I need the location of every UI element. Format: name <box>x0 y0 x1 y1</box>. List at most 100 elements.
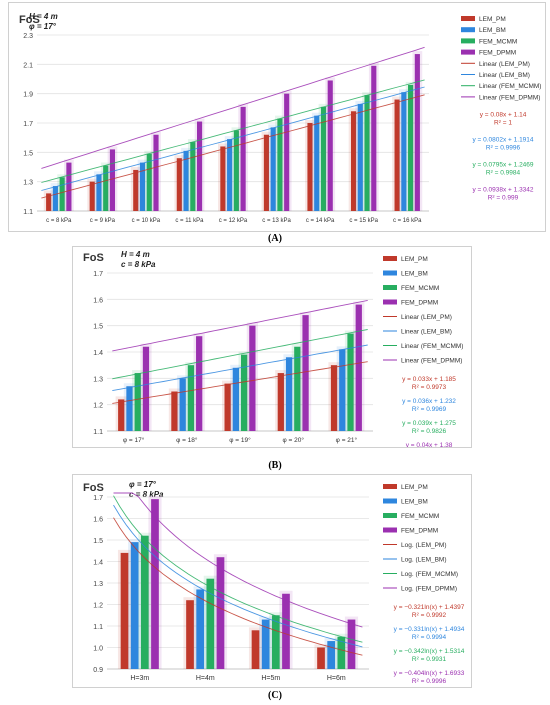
bar-fem-mcmm <box>320 106 327 211</box>
bar-lem-pm <box>89 181 95 211</box>
x-tick-label: c = 10 kPa <box>132 218 161 224</box>
bar-fem-dpmm <box>302 315 309 431</box>
bar-fem-mcmm <box>240 354 248 431</box>
bar-lem-pm <box>186 600 194 669</box>
trend-equation: y = 0.039x + 1.275 <box>402 420 456 427</box>
y-tick-label: 1.5 <box>23 150 33 157</box>
x-tick-label: c = 13 kPa <box>262 218 291 224</box>
x-tick-label: c = 11 kPa <box>175 218 204 224</box>
bar-lem-pm <box>263 134 269 211</box>
bar-lem-pm <box>171 391 178 431</box>
trend-r2: R² = 0.9973 <box>412 384 447 391</box>
bar-fem-dpmm <box>142 346 150 431</box>
bar-lem-bm <box>327 641 336 669</box>
y-tick-label: 1.6 <box>93 517 103 524</box>
chart-b-svg: FoS H = 4 mc = 8 kPa 1.1 1.2 1.3 1.4 1.5 1.6 1.7… <box>83 250 463 457</box>
legend-trend-label: Linear (FEM_MCMM) <box>479 83 541 90</box>
y-tick-label: 1.5 <box>93 538 103 545</box>
bar-lem-pm <box>394 99 400 211</box>
bar-lem-pm <box>46 193 52 211</box>
trendline <box>41 86 425 191</box>
trend-r2: R² = 0.9931 <box>412 656 447 663</box>
bar-fem-mcmm <box>187 365 195 431</box>
y-tick-label: 1.1 <box>23 209 33 216</box>
bar-lem-pm <box>251 630 260 669</box>
legend-trend-label: Log. (FEM_MCMM) <box>401 571 458 578</box>
x-tick-label: φ = 17° <box>123 436 145 444</box>
y-tick-label: 1.5 <box>93 324 103 331</box>
trendline <box>41 79 425 183</box>
bar-fem-mcmm <box>134 373 141 431</box>
bar-fem-mcmm <box>364 95 370 211</box>
bar-fem-mcmm <box>337 636 346 669</box>
trend-equation: y = 0.036x + 1.232 <box>402 398 456 405</box>
bar-fem-dpmm <box>151 499 159 669</box>
chart-c-svg: FoS φ = 17°c = 8 kPa 0.9 1.0 1.1 1.2 1.3 1.4 1.5… <box>83 480 465 685</box>
x-tick-label: φ = 18° <box>176 436 198 444</box>
legend-label: LEM_BM <box>401 271 428 278</box>
y-tick-label: 1.7 <box>93 271 103 278</box>
caption-c: (C) <box>268 690 282 701</box>
bar-fem-mcmm <box>271 615 280 669</box>
bar-lem-pm <box>317 647 325 669</box>
y-tick-label: 1.0 <box>93 646 103 653</box>
x-tick-label: H=3m <box>130 675 149 682</box>
legend-swatch <box>383 299 397 305</box>
x-tick-label: H=4m <box>196 675 215 682</box>
y-tick-label: 0.9 <box>93 667 103 674</box>
bar-lem-bm <box>227 139 233 211</box>
legend-trend-label: Log. (LEM_BM) <box>401 557 447 564</box>
bar-fem-mcmm <box>206 578 215 669</box>
bar-lem-bm <box>130 542 139 669</box>
bar-lem-bm <box>139 162 146 211</box>
bar-lem-bm <box>126 386 133 431</box>
y-tick-label: 2.3 <box>23 33 33 40</box>
y-axis-title: FoS <box>19 14 40 26</box>
bar-lem-bm <box>270 127 276 211</box>
trendline <box>113 504 363 648</box>
legend-swatch <box>383 498 397 504</box>
y-tick-label: 1.3 <box>23 180 33 187</box>
legend-trend-label: Linear (FEM_MCMM) <box>401 343 463 350</box>
x-tick-label: H=6m <box>327 675 346 682</box>
y-tick-label: 1.7 <box>23 121 33 128</box>
x-tick-label: φ = 20° <box>282 436 304 444</box>
bar-fem-dpmm <box>240 106 246 211</box>
legend-trend-label: Linear (LEM_BM) <box>401 329 452 336</box>
trend-r2: R² = 1 <box>494 120 512 127</box>
param-label: φ = 17° <box>129 480 157 489</box>
bar-fem-mcmm <box>294 346 301 431</box>
param-label: c = 8 kPa <box>121 260 156 269</box>
trend-r2: R² = 0.999 <box>488 195 519 202</box>
legend-swatch <box>383 513 397 518</box>
legend-swatch <box>461 16 475 21</box>
bar-fem-dpmm <box>196 336 203 431</box>
bar-lem-bm <box>179 378 186 431</box>
y-tick-label: 1.4 <box>93 350 103 357</box>
x-tick-label: c = 12 kPa <box>219 218 248 224</box>
bar-lem-bm <box>196 589 205 669</box>
bar-fem-mcmm <box>233 130 239 211</box>
bar-fem-mcmm <box>140 535 149 669</box>
trend-equation: y = 0.0802x + 1.1914 <box>472 137 533 144</box>
trendline <box>113 495 363 643</box>
bar-fem-dpmm <box>109 149 116 211</box>
trend-equation: y = 0.0795x + 1.2469 <box>472 162 533 169</box>
trend-r2: R² = 0.9969 <box>412 406 447 413</box>
trend-r2: R² = 0.9984 <box>486 170 521 177</box>
bar-fem-dpmm <box>355 304 362 431</box>
bar-lem-bm <box>183 150 189 211</box>
legend-label: FEM_DPMM <box>401 528 438 535</box>
legend-swatch <box>461 27 475 33</box>
bar-fem-dpmm <box>197 121 203 211</box>
bar-fem-dpmm <box>249 325 256 431</box>
bar-fem-mcmm <box>277 118 283 211</box>
bar-fem-dpmm <box>216 557 225 669</box>
x-tick-label: φ = 21° <box>336 436 358 444</box>
legend-trend-label: Log. (FEM_DPMM) <box>401 586 457 593</box>
bar-lem-bm <box>232 367 240 431</box>
y-tick-label: 1.3 <box>93 376 103 383</box>
legend-trend-label: Linear (FEM_DPMM) <box>401 358 462 365</box>
